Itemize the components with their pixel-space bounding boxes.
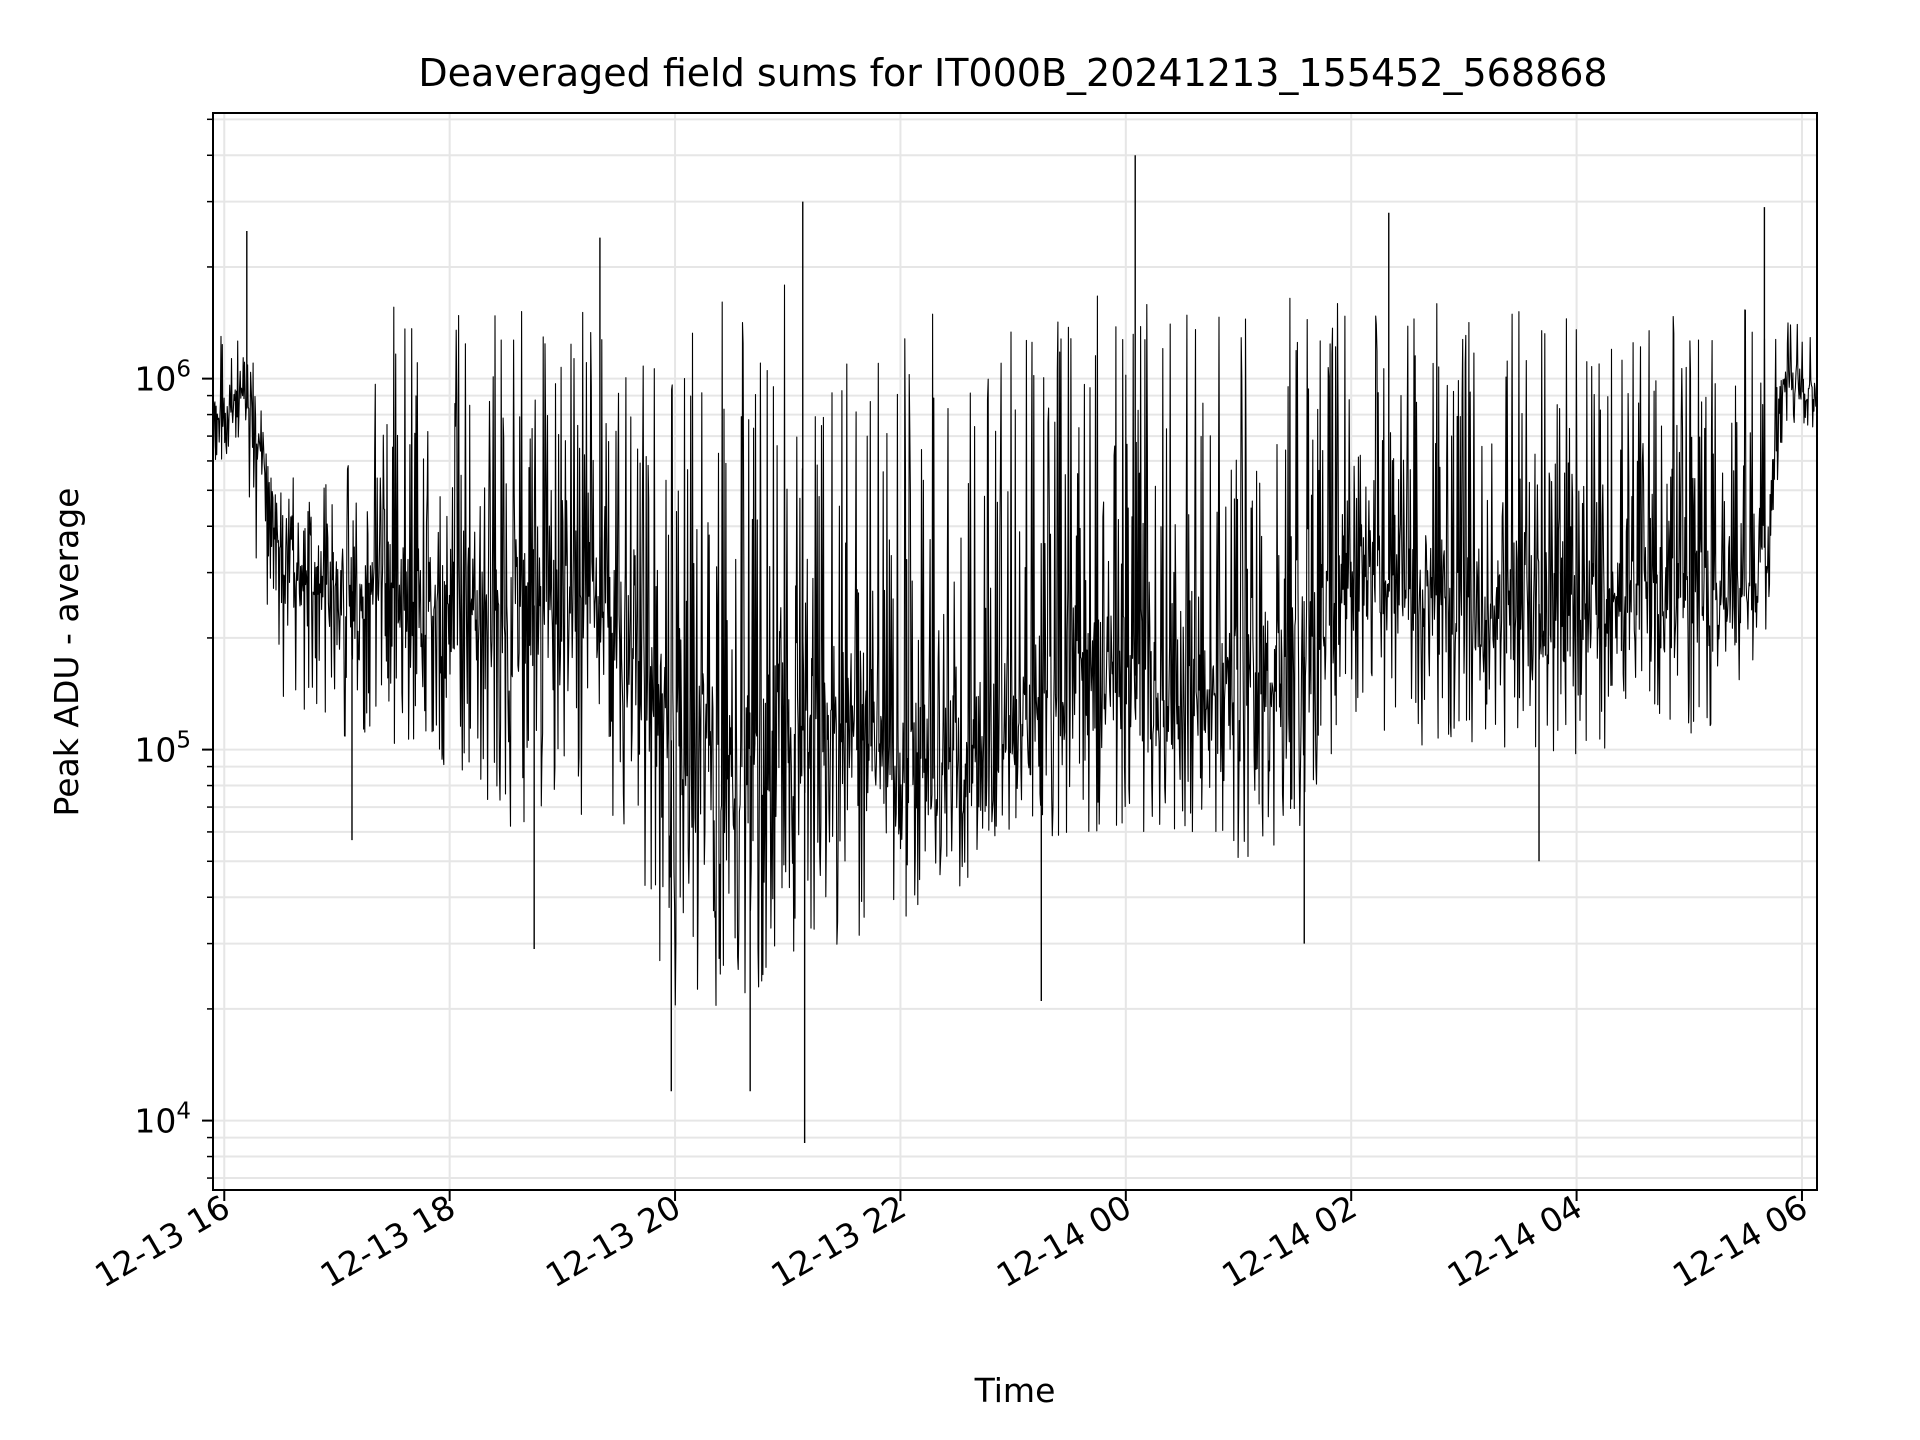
x-tick-label: 12-14 06: [1666, 1187, 1814, 1295]
chart-title: Deaveraged field sums for IT000B_2024121…: [418, 51, 1607, 95]
y-tick-label: 105: [134, 728, 191, 770]
x-tick-label: 12-13 18: [314, 1187, 462, 1295]
x-tick-label: 12-14 00: [990, 1187, 1138, 1295]
x-axis-label: Time: [974, 1371, 1056, 1410]
y-axis: 104 105 106: [134, 118, 213, 1179]
plot-frame: [212, 112, 1818, 1191]
x-tick-label: 12-14 02: [1215, 1187, 1363, 1295]
y-axis-label: Peak ADU - average: [47, 488, 86, 817]
x-tick-label: 12-13 16: [88, 1187, 236, 1295]
y-tick-label: 104: [134, 1099, 191, 1141]
x-tick-label: 12-13 20: [539, 1187, 687, 1295]
y-tick-label: 106: [134, 357, 191, 399]
data-line: [212, 284, 1818, 1006]
x-axis: 12-13 16 12-13 18 12-13 20 12-13 22 12-14 00…: [88, 1187, 1814, 1295]
x-tick-label: 12-14 04: [1441, 1187, 1589, 1295]
data-series: [212, 155, 1818, 1144]
x-tick-label: 12-13 22: [764, 1187, 912, 1295]
